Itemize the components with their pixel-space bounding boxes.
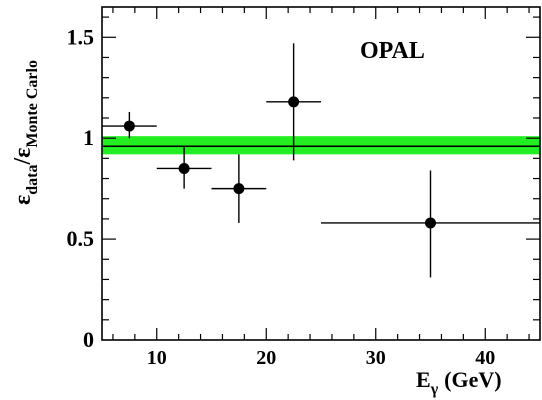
y-axis-title: εdata/εMonte Carlo xyxy=(10,60,41,205)
marker xyxy=(124,121,135,132)
y-axis-title-den-sub: Monte Carlo xyxy=(24,60,41,148)
y-tick-label: 1 xyxy=(83,125,94,150)
x-axis-title-unit: (GeV) xyxy=(444,367,501,392)
svg-text:εdata/εMonte Carlo: εdata/εMonte Carlo xyxy=(10,60,41,205)
points-layer xyxy=(102,43,540,277)
data-point-5 xyxy=(321,170,540,277)
x-axis-title-main: E xyxy=(416,367,431,392)
marker xyxy=(288,96,299,107)
data-point-1 xyxy=(102,112,157,138)
x-tick-label: 20 xyxy=(256,347,276,369)
x-tick-label: 40 xyxy=(475,347,495,369)
svg-text:Eγ(GeV): Eγ (GeV) xyxy=(416,367,502,398)
uncertainty-band xyxy=(102,136,540,154)
y-axis-title-den: ε xyxy=(10,148,36,158)
opal-annotation: OPAL xyxy=(360,38,425,64)
y-tick-label: 0.5 xyxy=(67,226,95,251)
y-axis-title-num-sub: data xyxy=(24,165,41,195)
x-tick-label: 30 xyxy=(366,347,386,369)
data-point-3 xyxy=(212,154,267,223)
marker xyxy=(179,163,190,174)
x-axis-title-sub: γ xyxy=(430,381,439,398)
y-axis-title-num: ε xyxy=(10,195,36,205)
marker xyxy=(233,183,244,194)
plot-frame xyxy=(102,7,540,340)
y-tick-label: 1.5 xyxy=(67,24,95,49)
y-tick-label: 0 xyxy=(83,327,94,352)
ticks-layer xyxy=(102,7,540,340)
x-axis-title: Eγ (GeV) xyxy=(416,367,502,398)
band-layer xyxy=(102,136,540,154)
x-tick-label: 10 xyxy=(147,347,167,369)
marker xyxy=(425,217,436,228)
